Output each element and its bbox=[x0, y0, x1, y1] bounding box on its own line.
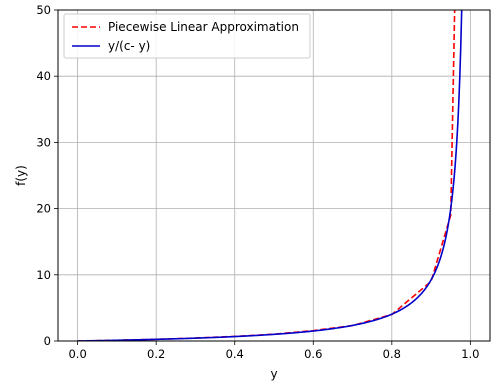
legend: Piecewise Linear Approximation y/(c- y) bbox=[63, 13, 311, 59]
y-tick-label: 0 bbox=[44, 334, 51, 348]
series-function-line bbox=[77, 10, 463, 341]
y-tick-label: 10 bbox=[36, 268, 51, 282]
x-axis-label: y bbox=[270, 367, 277, 381]
x-tick-label: 0.6 bbox=[304, 347, 322, 361]
legend-label-function: y/(c- y) bbox=[108, 39, 150, 53]
series-layer bbox=[77, 10, 463, 341]
grid bbox=[58, 9, 490, 342]
x-tick-label: 1.0 bbox=[461, 347, 479, 361]
legend-label-piecewise: Piecewise Linear Approximation bbox=[108, 20, 299, 34]
ticks: 0.0 0.2 0.4 0.6 0.8 1.0 0 10 20 30 40 50 bbox=[36, 3, 479, 361]
y-tick-label: 40 bbox=[36, 69, 51, 83]
x-tick-label: 0.4 bbox=[226, 347, 244, 361]
x-tick-label: 0.0 bbox=[68, 347, 86, 361]
y-tick-label: 50 bbox=[36, 3, 51, 17]
legend-box bbox=[63, 13, 311, 59]
x-tick-label: 0.2 bbox=[147, 347, 165, 361]
y-tick-label: 30 bbox=[36, 135, 51, 149]
y-axis-label: f(y) bbox=[14, 165, 28, 186]
plot-frame bbox=[57, 9, 491, 342]
x-tick-label: 0.8 bbox=[383, 347, 401, 361]
y-tick-label: 20 bbox=[36, 202, 51, 216]
